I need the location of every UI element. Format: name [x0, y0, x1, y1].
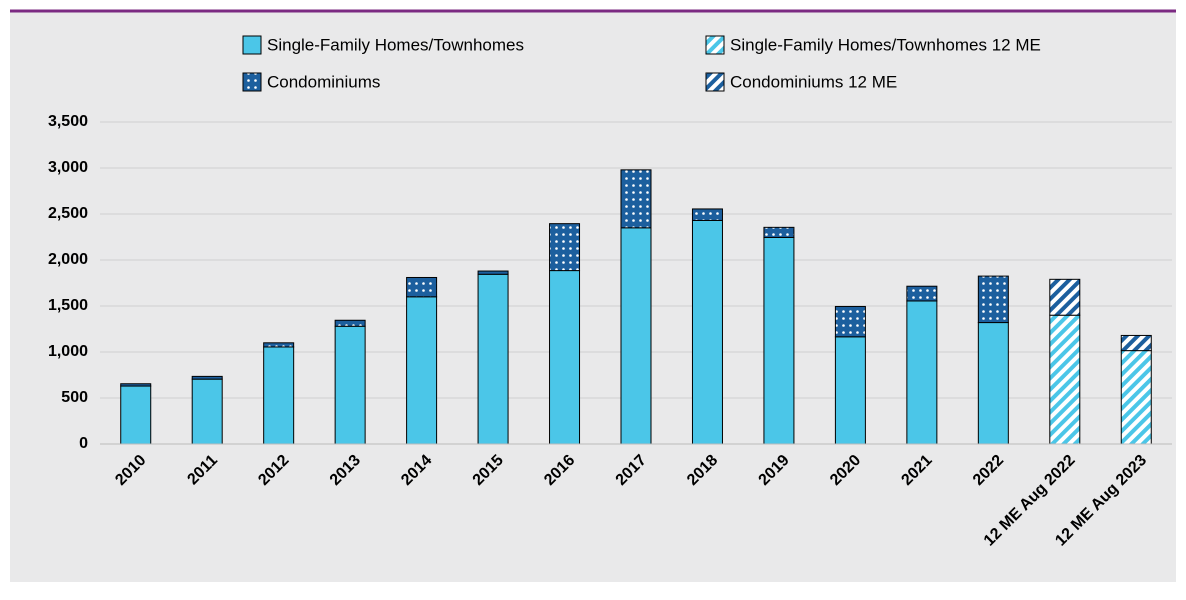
bar-segment — [906, 300, 938, 445]
y-tick-label: 1,000 — [48, 343, 88, 360]
bar-segment — [1049, 278, 1081, 316]
bar-segment — [1120, 334, 1152, 352]
legend-swatch — [705, 72, 725, 92]
bar-segment — [549, 270, 581, 445]
legend-label: Condominiums 12 ME — [730, 72, 897, 91]
y-tick-label: 3,500 — [48, 113, 88, 130]
bar-segment — [620, 227, 652, 445]
bar-segment — [691, 219, 723, 445]
legend-label: Single-Family Homes/Townhomes 12 ME — [730, 35, 1041, 54]
y-tick-label: 1,500 — [48, 297, 88, 314]
bar-segment — [763, 226, 795, 238]
bar-segment — [334, 325, 366, 445]
legend-label: Single-Family Homes/Townhomes — [267, 35, 524, 54]
bar-segment — [406, 296, 438, 445]
bar-segment — [406, 276, 438, 298]
bar-segment — [191, 375, 223, 380]
bar-segment — [477, 273, 509, 445]
legend-swatch — [242, 72, 262, 92]
bar-segment — [1049, 314, 1081, 445]
bar-segment — [263, 342, 295, 348]
bar-segment — [549, 223, 581, 272]
bar-segment — [191, 378, 223, 445]
y-tick-label: 0 — [79, 435, 88, 452]
legend-swatch — [242, 35, 262, 55]
bar-segment — [263, 346, 295, 445]
y-tick-label: 500 — [61, 389, 88, 406]
bar-segment — [906, 285, 938, 302]
y-tick-label: 2,000 — [48, 251, 88, 268]
bar-segment — [120, 385, 152, 445]
legend-label: Condominiums — [267, 72, 380, 91]
bar-segment — [834, 305, 866, 338]
y-tick-label: 2,500 — [48, 205, 88, 222]
y-tick-label: 3,000 — [48, 159, 88, 176]
bar-segment — [977, 275, 1009, 324]
bar-segment — [834, 336, 866, 445]
bar-segment — [477, 270, 509, 275]
bar-segment — [1120, 350, 1152, 445]
bar-segment — [977, 322, 1009, 445]
bar-segment — [763, 236, 795, 445]
bar-segment — [120, 383, 152, 387]
bar-segment — [620, 169, 652, 229]
legend-swatch — [705, 35, 725, 55]
bar-segment — [691, 208, 723, 221]
bar-segment — [334, 319, 366, 327]
